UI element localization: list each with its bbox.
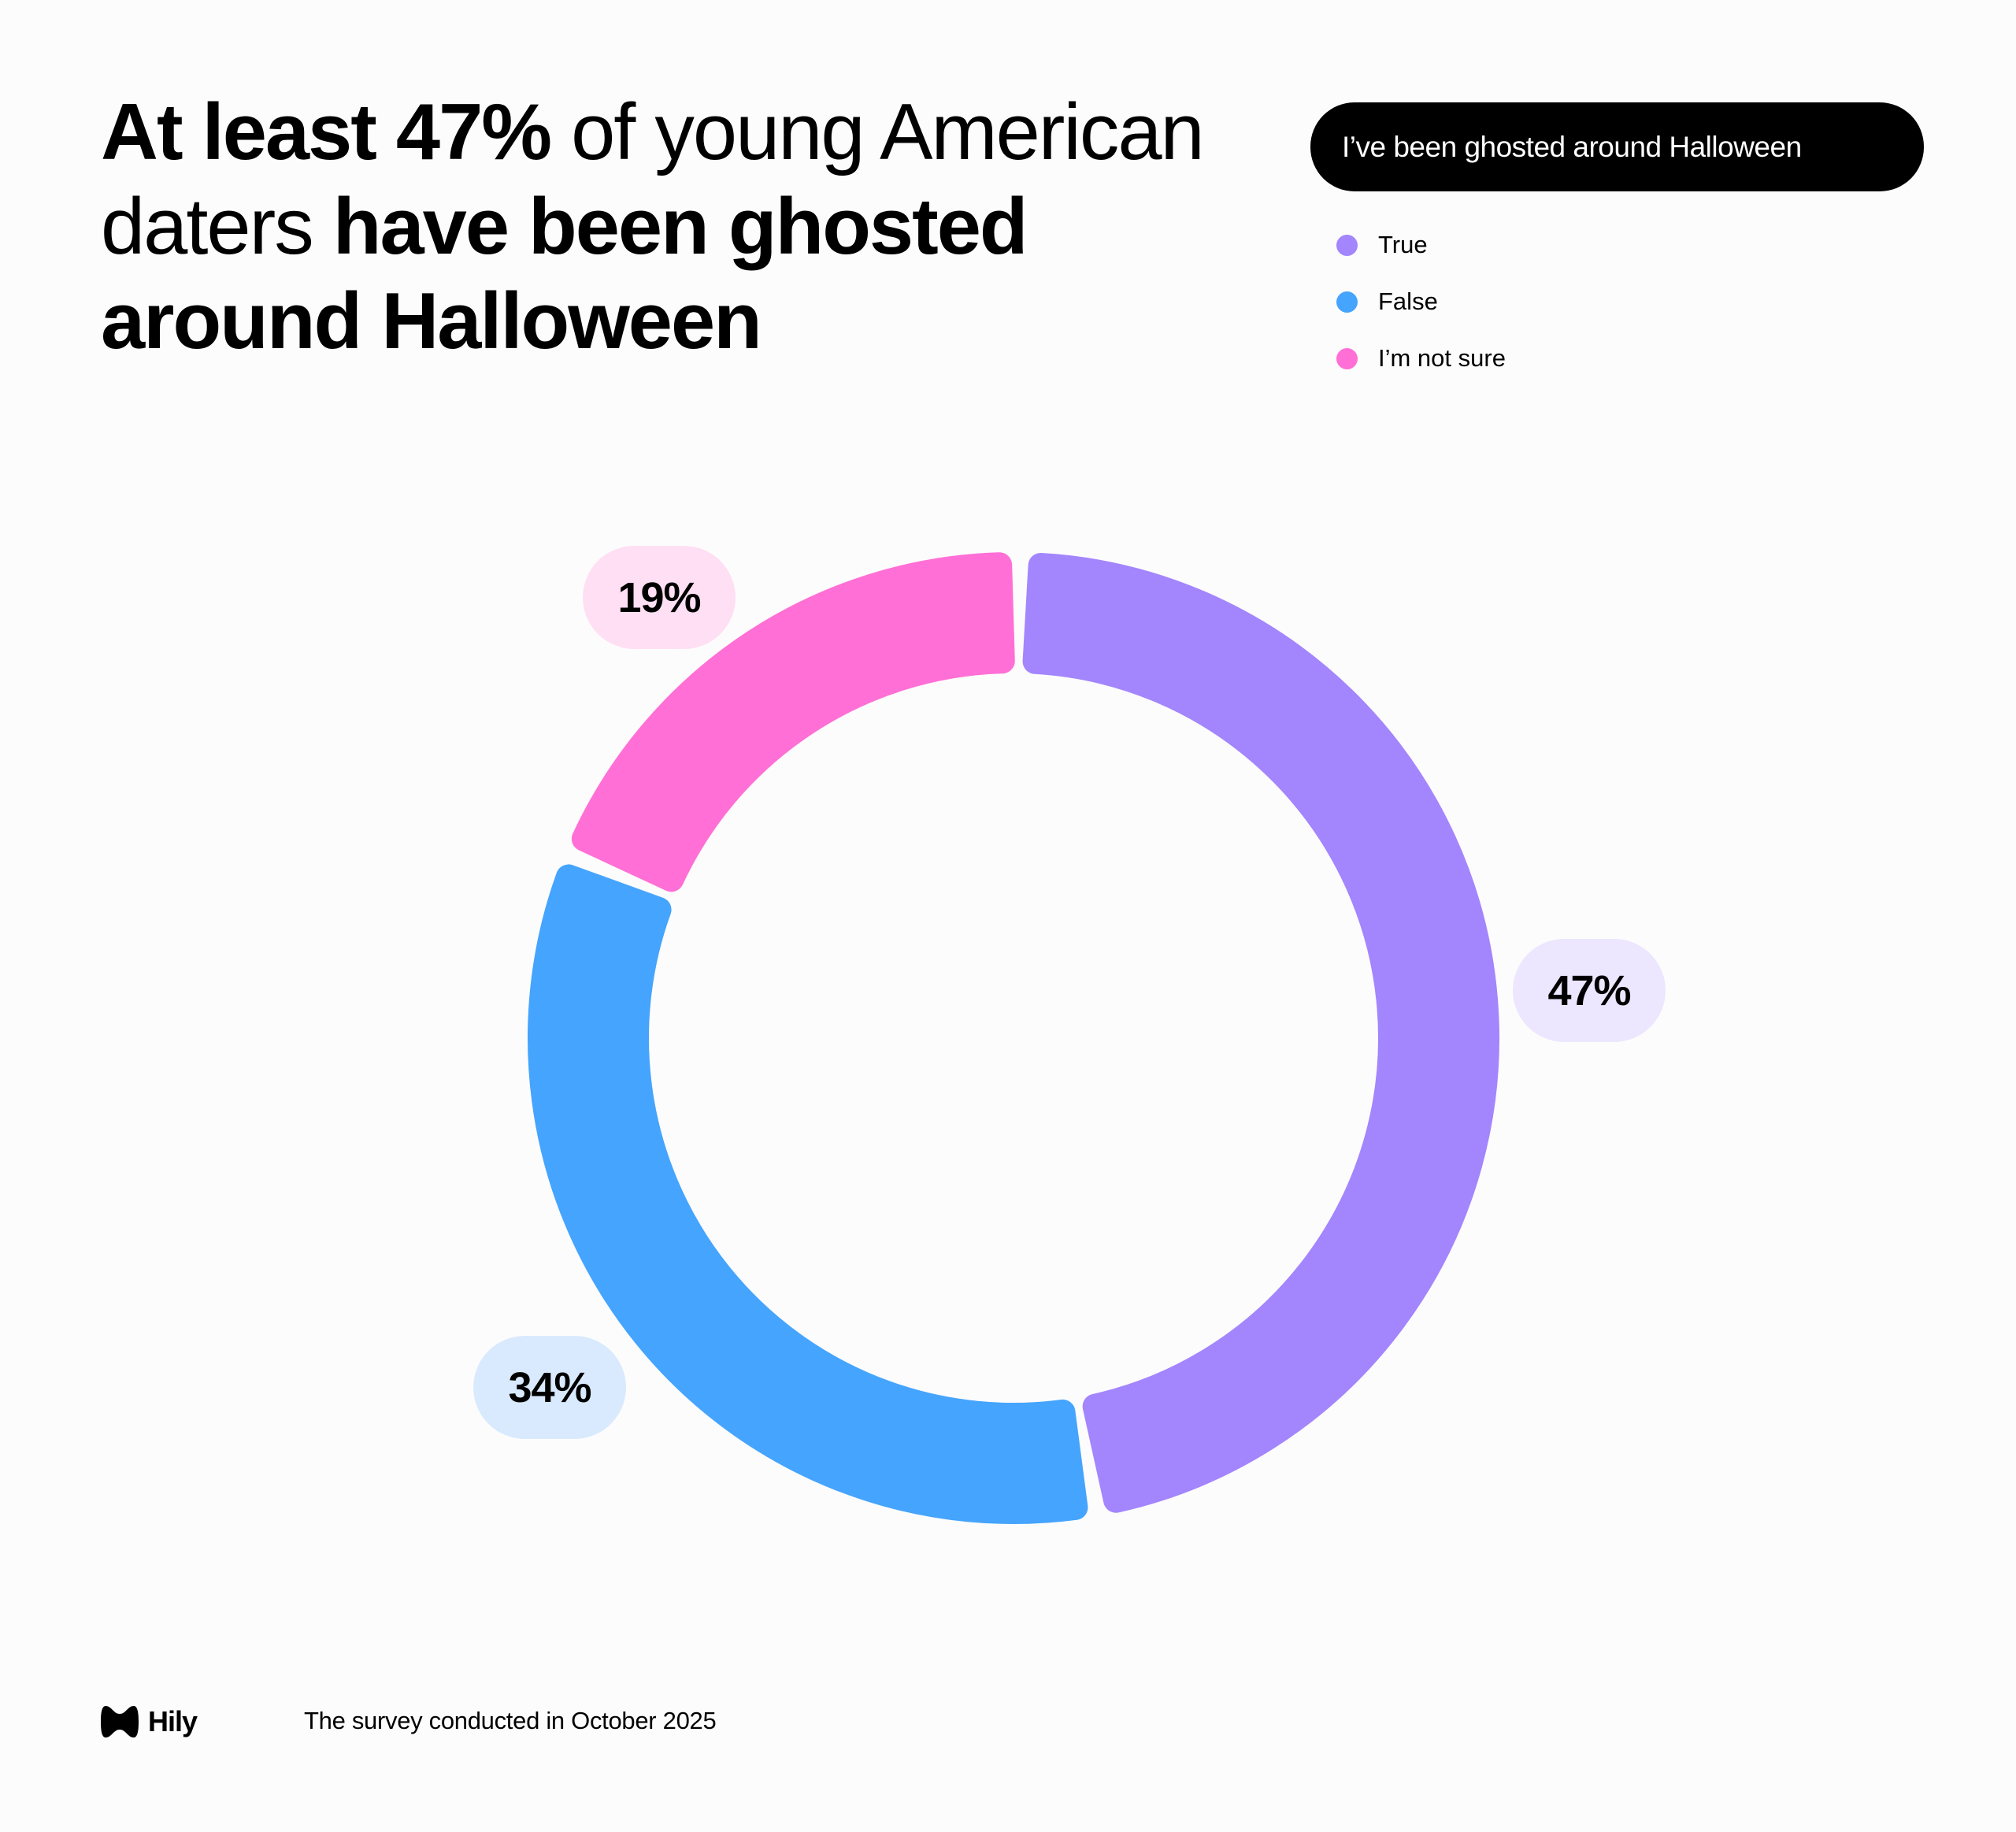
donut-segment-true [1022,552,1499,1513]
hily-logo: Hily [101,1703,198,1741]
data-label-text: 34% [508,1363,591,1411]
title-text: of young American daters [101,88,1205,271]
legend-item-true: True [1336,231,1428,259]
legend-label: True [1378,231,1428,258]
title-bold-2: have been ghosted around Halloween [101,183,1028,365]
legend-dot [1336,291,1358,313]
legend-header: I’ve been ghosted around Halloween [1310,102,1924,191]
data-label-false: 34% [473,1336,626,1439]
legend-dot [1336,347,1358,369]
data-label-text: 19% [617,573,701,621]
page-title: At least 47% of young American daters ha… [101,85,1282,369]
legend-item-false: False [1336,287,1438,316]
survey-note: The survey conducted in October 2025 [304,1707,717,1734]
legend-dot [1336,234,1358,256]
legend-header-text: I’ve been ghosted around Halloween [1342,130,1802,163]
hily-logo-icon [101,1706,139,1737]
legend-label: I’m not sure [1378,344,1506,372]
legend-item-not-sure: I’m not sure [1336,344,1506,373]
data-label-true: 47% [1513,939,1666,1042]
data-label-not-sure: 19% [583,546,736,649]
brand-name: Hily [148,1705,198,1737]
legend-label: False [1378,287,1438,315]
donut-segment-not-sure [571,552,1015,892]
title-bold-1: At least 47% [101,88,552,176]
donut-segment-false [528,864,1088,1524]
data-label-text: 47% [1547,966,1631,1014]
